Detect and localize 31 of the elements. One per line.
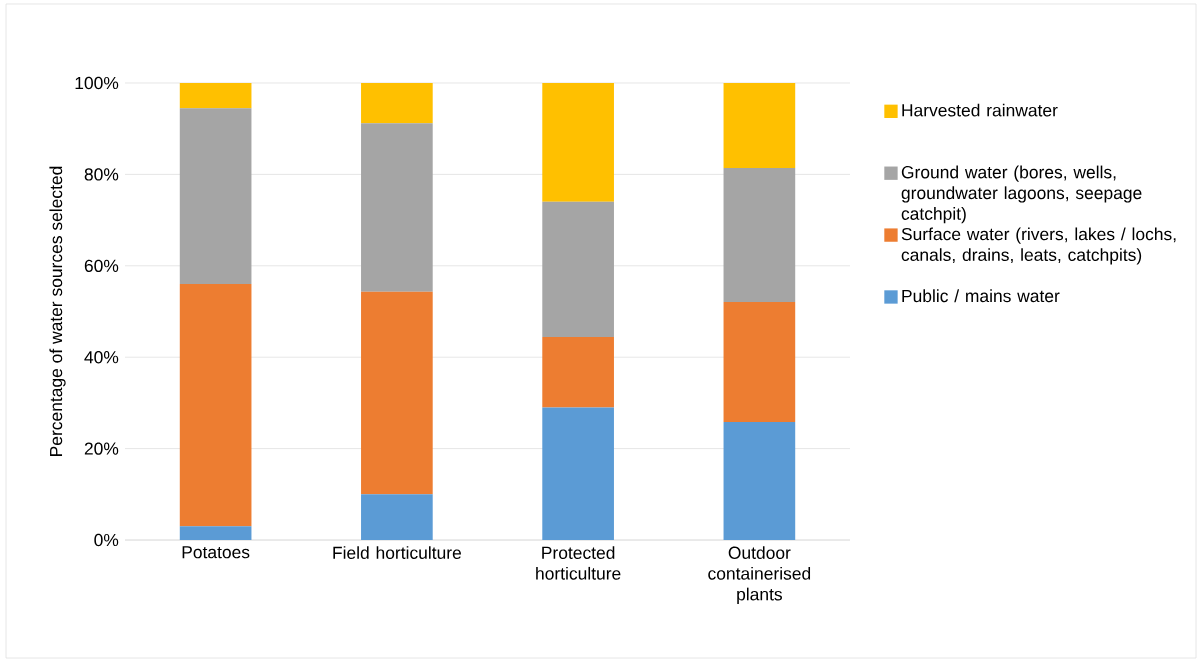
y-tick-label: 80%: [84, 168, 119, 181]
legend-label: Public / mains water: [902, 289, 1060, 303]
bar: [361, 123, 433, 292]
y-tick-label: 60%: [84, 259, 119, 272]
bar: [723, 422, 796, 540]
bar: [723, 168, 796, 302]
legend-label: Ground water (bores, wells, groundwater lagoons, seepage catchpit): [901, 165, 1142, 224]
x-tick-label: Protected horticulture: [536, 546, 621, 580]
x-tick-label: Outdoor containerised plants: [708, 546, 811, 604]
legend-label: Surface water (rivers, lakes / lochs, canals, drains, leats, catchpits): [901, 227, 1176, 265]
bar: [542, 337, 614, 408]
bar: [361, 291, 433, 495]
bar: [542, 201, 614, 338]
bar: [179, 526, 252, 540]
bar: [723, 301, 796, 423]
bar: [361, 82, 433, 124]
y-tick-label: 0%: [94, 533, 119, 547]
bar: [361, 494, 433, 540]
x-tick-label: Potatoes: [182, 546, 250, 559]
x-tick-label: Field horticulture: [333, 546, 461, 559]
bar: [542, 407, 614, 540]
bar: [542, 82, 614, 202]
y-tick-label: 40%: [84, 351, 119, 364]
y-tick-label: 20%: [84, 442, 119, 455]
bar: [179, 82, 252, 109]
bar: [179, 284, 252, 527]
bar: [723, 82, 796, 168]
legend-label: Harvested rainwater: [902, 103, 1058, 117]
y-axis-title: Percentage of water sources selected: [49, 166, 66, 456]
bar: [179, 108, 252, 285]
y-tick-label: 100%: [75, 76, 119, 90]
